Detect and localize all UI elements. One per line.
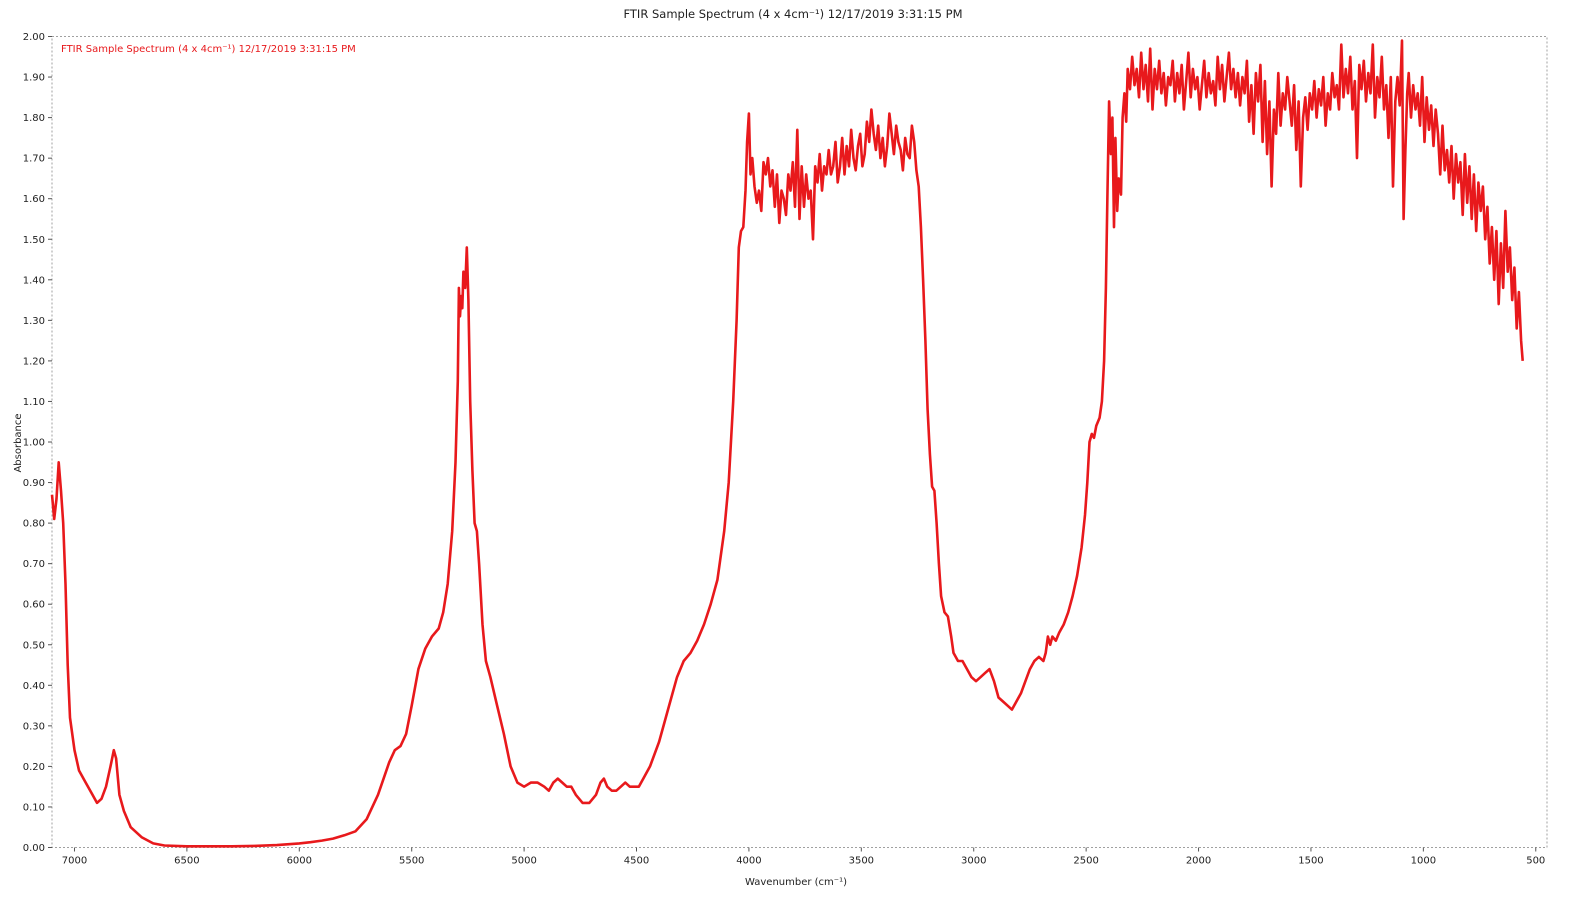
x-axis-ticks: 7000 6500 6000 5500 5000 4500 4000 3500 3000 2500… (62, 847, 1545, 867)
y-tick-label: 1.20 (23, 356, 45, 367)
y-tick-label: 1.50 (23, 235, 45, 246)
x-tick-label: 2000 (1186, 856, 1211, 867)
y-tick-label: 1.00 (23, 438, 45, 449)
y-tick-label: 0.50 (23, 640, 45, 651)
x-tick-label: 3000 (961, 856, 986, 867)
x-tick-label: 7000 (62, 856, 87, 867)
y-tick-label: 0.20 (23, 762, 45, 773)
y-tick-label: 0.30 (23, 721, 45, 732)
x-tick-label: 1500 (1298, 856, 1323, 867)
x-tick-label: 500 (1526, 856, 1545, 867)
y-tick-label: 2.00 (23, 32, 45, 43)
x-axis-label: Wavenumber (cm⁻¹) (745, 877, 847, 888)
legend-series-label: FTIR Sample Spectrum (4 x 4cm⁻¹) 12/17/2… (61, 44, 356, 55)
y-tick-label: 1.70 (23, 154, 45, 165)
y-tick-label: 0.80 (23, 519, 45, 530)
y-axis-label: Absorbance (13, 413, 24, 472)
x-tick-label: 5000 (511, 856, 536, 867)
y-tick-label: 1.30 (23, 316, 45, 327)
y-tick-label: 0.40 (23, 681, 45, 692)
y-tick-label: 1.80 (23, 113, 45, 124)
x-tick-label: 4000 (736, 856, 761, 867)
y-axis-ticks: 0.00 0.10 0.20 0.30 0.40 0.50 0.60 0.70 0.80 0.90… (23, 32, 52, 854)
x-tick-label: 2500 (1073, 856, 1098, 867)
y-tick-label: 0.00 (23, 843, 45, 854)
x-tick-label: 6500 (174, 856, 199, 867)
x-tick-label: 5500 (399, 856, 424, 867)
plot-frame (51, 36, 1548, 848)
y-tick-label: 1.60 (23, 194, 45, 205)
x-tick-label: 4500 (624, 856, 649, 867)
y-tick-label: 0.90 (23, 478, 45, 489)
y-tick-label: 1.10 (23, 397, 45, 408)
y-tick-label: 0.10 (23, 802, 45, 813)
y-tick-label: 0.70 (23, 559, 45, 570)
x-tick-label: 6000 (287, 856, 312, 867)
y-tick-label: 1.90 (23, 73, 45, 84)
spectrum-line (50, 39, 1524, 848)
y-tick-label: 1.40 (23, 275, 45, 286)
chart-title: FTIR Sample Spectrum (4 x 4cm⁻¹) 12/17/2… (623, 7, 963, 21)
y-tick-label: 0.60 (23, 600, 45, 611)
x-tick-label: 1000 (1411, 856, 1436, 867)
series-layer (50, 39, 1524, 848)
x-tick-label: 3500 (849, 856, 874, 867)
